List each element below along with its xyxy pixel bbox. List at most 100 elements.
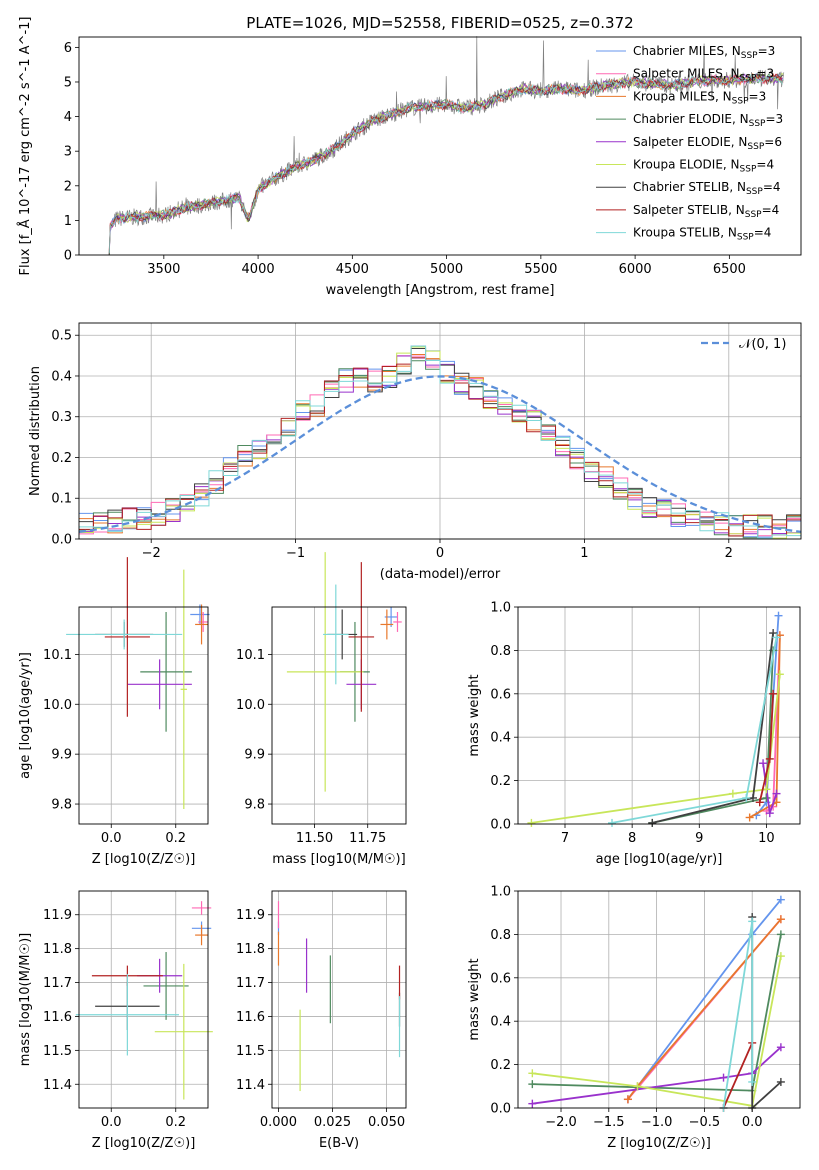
- y-tick-label: 1.0: [490, 885, 511, 900]
- x-tick-label: 2: [725, 546, 733, 561]
- x-tick-label: 11.50: [296, 831, 333, 846]
- y-tick-label: 0.8: [490, 644, 511, 659]
- weight-line: [722, 921, 754, 1109]
- x-tick-label: 5500: [524, 262, 557, 277]
- x-tick-label: 0.0: [742, 1115, 763, 1130]
- weight-vs-Z-panel: −2.0 −1.5 −1.0 −0.5 0.0 0.0 0.2 0.4 0.6 0.8 1.0 Z […: [467, 885, 801, 1151]
- x-tick-label: 0.0: [101, 1115, 122, 1130]
- legend-label: 𝒩(0, 1): [739, 337, 786, 352]
- legend-label: Salpeter MILES, NSSP=3: [633, 67, 774, 84]
- axes-frame: [78, 890, 209, 1109]
- y-tick-label: 0.0: [490, 1102, 511, 1117]
- legend-label: Kroupa STELIB, NSSP=4: [633, 226, 771, 243]
- spectrum-model-line: [108, 73, 784, 253]
- y-tick-label: 11.6: [43, 1010, 72, 1025]
- y-tick-label: 0.6: [490, 971, 511, 986]
- y-tick-label: 9.8: [51, 798, 72, 813]
- weight-line: [611, 637, 778, 824]
- legend-label: Salpeter ELODIE, NSSP=6: [633, 135, 782, 152]
- y-axis-label: mass [log10(M/M☉)]: [18, 933, 33, 1066]
- x-tick-label: 0.025: [314, 1115, 351, 1130]
- y-tick-label: 11.5: [43, 1044, 72, 1059]
- weight-line: [722, 1042, 754, 1109]
- y-tick-label: 10.0: [236, 698, 265, 713]
- x-tick-label: 5000: [430, 262, 463, 277]
- y-tick-label: 0.5: [51, 329, 72, 344]
- y-tick-label: 11.7: [43, 976, 72, 991]
- normal-curve: [78, 375, 802, 534]
- y-tick-label: 11.8: [236, 942, 265, 957]
- y-tick-label: 4: [64, 110, 72, 125]
- x-axis-label: Z [log10(Z/Z☉)]: [607, 1136, 711, 1151]
- spectrum-panel: 3500 4000 4500 5000 5500 6000 6500 0 1 2 3 4 5 6 wavel…: [17, 16, 802, 298]
- y-tick-label: 0: [64, 249, 72, 264]
- y-tick-label: 6: [64, 41, 72, 56]
- x-tick-label: 10: [758, 831, 775, 846]
- x-axis-label: Z [log10(Z/Z☉)]: [92, 852, 196, 867]
- histogram-step: [79, 345, 801, 539]
- mass-vs-EBV-panel: 0.000 0.025 0.050 11.4 11.5 11.6 11.7 11.8 11.9 E…: [236, 890, 407, 1151]
- axes-frame: [517, 606, 801, 825]
- y-tick-label: 11.7: [236, 976, 265, 991]
- y-tick-label: 11.4: [43, 1078, 72, 1093]
- y-tick-label: 11.8: [43, 942, 72, 957]
- x-tick-label: 3500: [147, 262, 180, 277]
- x-tick-label: −2.0: [545, 1115, 577, 1130]
- chart-layer: 3500 4000 4500 5000 5500 6000 6500 0 1 2 3 4 5 6 wavel…: [17, 16, 802, 1151]
- y-tick-label: 0.1: [51, 492, 72, 507]
- x-tick-label: 4500: [336, 262, 369, 277]
- x-axis-label: wavelength [Angstrom, rest frame]: [326, 283, 555, 298]
- x-tick-label: 7: [561, 831, 569, 846]
- y-tick-label: 0.6: [490, 687, 511, 702]
- y-tick-label: 0.4: [490, 1015, 511, 1030]
- y-axis-label: age [log10(age/yr)]: [18, 652, 33, 779]
- y-tick-label: 0.4: [51, 369, 72, 384]
- x-tick-label: 0.2: [165, 831, 186, 846]
- y-axis-label: mass weight: [467, 674, 482, 756]
- y-tick-label: 0.8: [490, 928, 511, 943]
- x-tick-label: 8: [628, 831, 636, 846]
- x-tick-label: 4000: [242, 262, 275, 277]
- weight-line: [652, 632, 774, 824]
- x-tick-label: −1.0: [641, 1115, 673, 1130]
- legend-label: Kroupa MILES, NSSP=3: [633, 89, 766, 106]
- y-tick-label: 11.4: [236, 1078, 265, 1093]
- x-axis-label: Z [log10(Z/Z☉)]: [92, 1136, 196, 1151]
- y-axis-label: Normed distribution: [28, 366, 43, 496]
- x-tick-label: 11.75: [349, 831, 386, 846]
- y-tick-label: 10.0: [43, 698, 72, 713]
- age-vs-mass-panel: 11.50 11.75 9.8 9.9 10.0 10.1 mass [log10(M/M☉…: [236, 552, 407, 867]
- y-tick-label: 0.2: [51, 451, 72, 466]
- x-tick-label: −2: [142, 546, 161, 561]
- x-tick-label: −1: [286, 546, 305, 561]
- axes-frame: [78, 322, 802, 540]
- x-axis-label: age [log10(age/yr)]: [596, 852, 723, 867]
- x-axis-label: E(B-V): [319, 1136, 359, 1151]
- legend-label: Salpeter STELIB, NSSP=4: [633, 203, 779, 220]
- y-tick-label: 10.1: [236, 648, 265, 663]
- axes-frame: [517, 890, 801, 1109]
- weight-vs-age-panel: 7 8 9 10 0.0 0.2 0.4 0.6 0.8 1.0 age [log10(age/yr…: [467, 601, 801, 867]
- legend-label: Kroupa ELODIE, NSSP=4: [633, 158, 774, 175]
- x-tick-label: 0.050: [368, 1115, 405, 1130]
- residuals-panel: −2 −1 0 1 2 0.0 0.1 0.2 0.3 0.4 0.5 (data-model)/er…: [28, 322, 802, 582]
- x-tick-label: 0.2: [165, 1115, 186, 1130]
- axes-frame: [78, 36, 802, 256]
- mass-vs-Z-panel: 0.0 0.2 11.4 11.5 11.6 11.7 11.8 11.9 Z [log10(Z…: [18, 890, 213, 1151]
- legend-label: Chabrier STELIB, NSSP=4: [633, 180, 781, 197]
- y-tick-label: 11.9: [43, 908, 72, 923]
- x-tick-label: 0.000: [260, 1115, 297, 1130]
- y-tick-label: 1.0: [490, 601, 511, 616]
- weight-line: [531, 674, 781, 824]
- y-tick-label: 5: [64, 75, 72, 90]
- y-tick-label: 9.9: [51, 748, 72, 763]
- y-tick-label: 11.9: [236, 908, 265, 923]
- y-tick-label: 0.3: [51, 410, 72, 425]
- y-tick-label: 9.8: [244, 798, 265, 813]
- x-tick-label: 0.0: [101, 831, 122, 846]
- x-tick-label: 6000: [619, 262, 652, 277]
- x-axis-label: (data-model)/error: [380, 567, 501, 582]
- y-tick-label: 1: [64, 214, 72, 229]
- axes-frame: [271, 890, 407, 1109]
